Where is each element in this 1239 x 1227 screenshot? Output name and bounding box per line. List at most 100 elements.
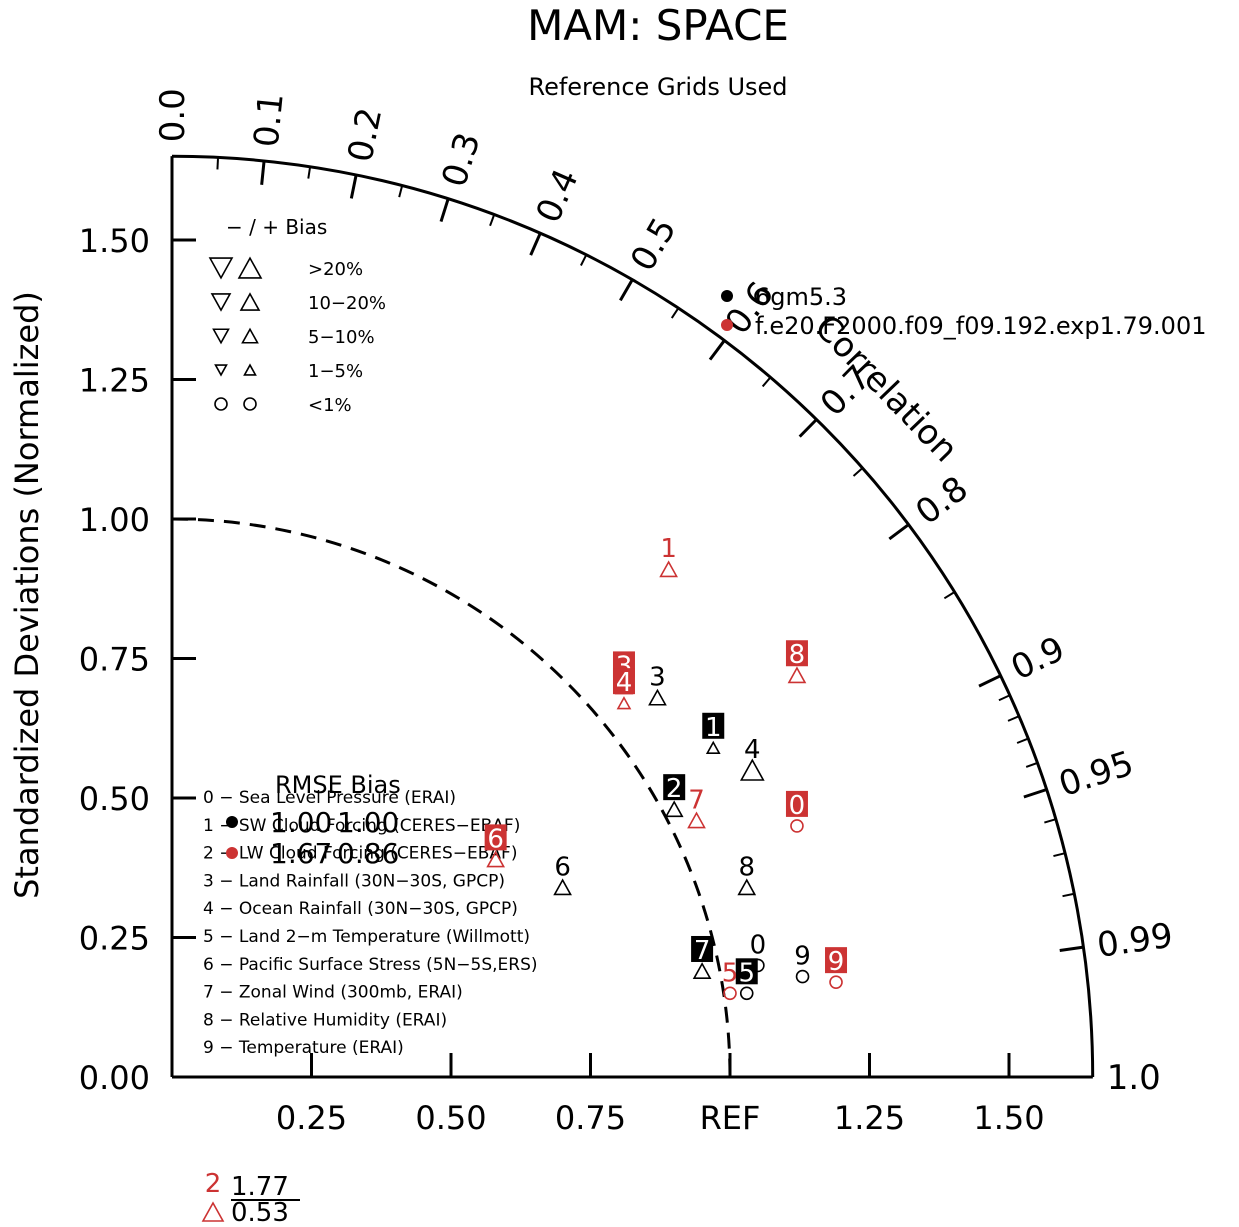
bias-down-marker (210, 293, 232, 312)
point-case1-var8: 8 (785, 640, 808, 684)
x-tick-label: 1.50 (973, 1099, 1044, 1137)
outside-point-marker (201, 1201, 225, 1222)
y-tick-label: 0.25 (79, 920, 150, 958)
point-label: 8 (738, 852, 755, 882)
point-label-box (663, 774, 686, 801)
variable-legend-item: 8 − Relative Humidity (ERAI) (203, 1010, 447, 1030)
y-tick-label: 0.00 (79, 1059, 150, 1097)
point-label-box (702, 712, 725, 739)
point-label: 7 (694, 936, 711, 966)
bias-legend-label: 10−20% (308, 293, 386, 314)
bias-up-marker (237, 256, 263, 279)
correlation-minor-tick (761, 376, 772, 388)
variable-legend-item: 6 − Pacific Surface Stress (5N−5S,ERS) (203, 955, 538, 975)
correlation-minor-tick (398, 185, 404, 198)
point-marker (616, 696, 632, 710)
point-case1-var6: 6 (484, 824, 507, 868)
point-label-box (484, 824, 507, 851)
bias-legend-label: >20% (308, 259, 363, 280)
point-case0-var9: 9 (794, 942, 811, 984)
rmse-value: 1.67 (270, 837, 332, 870)
bias-legend-label: <1% (308, 395, 352, 416)
rmse-case-dot (226, 847, 238, 859)
rmse-case-dot (226, 816, 238, 828)
correlation-minor-tick (998, 694, 1011, 702)
correlation-minor-tick (1053, 852, 1066, 858)
axes: 0.000.250.500.751.001.251.500.25 0.50 0.75… (79, 88, 1176, 1137)
point-marker (739, 986, 754, 1001)
bias-value: 1.00 (337, 806, 399, 839)
x-tick-label: REF (700, 1099, 761, 1137)
correlation-tick-label: 0.3 (434, 128, 488, 192)
x-tick-label: 0.75 (555, 1099, 626, 1137)
out-of-range-markers: 2 1.770.53 (201, 1169, 300, 1227)
bias-value: 0.86 (337, 837, 399, 870)
correlation-minor-tick (852, 467, 864, 477)
chart-title: MAM: SPACE (527, 1, 789, 50)
bias-legend-label: 5−10% (308, 327, 375, 348)
bias-down-marker (212, 328, 230, 345)
correlation-tick-label: 0.95 (1054, 743, 1138, 805)
variable-legend-item: 1 − SW Cloud Forcing (CERES−EBAF) (203, 816, 520, 836)
variable-legend-item: 5 − Land 2−m Temperature (Willmott) (203, 927, 530, 947)
case-dot (721, 290, 733, 302)
bias-down-marker (208, 257, 234, 280)
point-marker (553, 878, 572, 896)
case-name: f.e20.F2000.f09_f09.192.exp1.79.001 (755, 312, 1206, 340)
bias-up-marker (239, 292, 261, 311)
variable-legend-item: 2 − LW Cloud Forcing (CERES−EBAF) (203, 844, 517, 864)
point-label-box (691, 935, 714, 962)
y-tick-label: 0.75 (79, 641, 150, 679)
point-marker (648, 688, 667, 706)
correlation-tick (529, 232, 542, 256)
point-marker (737, 878, 757, 896)
point-case1-var1: 1 (659, 534, 678, 578)
point-label: 9 (794, 942, 811, 972)
point-label: 9 (828, 947, 845, 977)
y-tick-label: 1.00 (79, 501, 150, 539)
x-tick-label: 0.50 (415, 1099, 486, 1137)
correlation-minor-tick (1016, 737, 1029, 744)
variable-legend: 0 − Sea Level Pressure (ERAI) 1 − SW Clou… (203, 771, 538, 1058)
case-legend: 6gm5.3f.e20.F2000.f09_f09.192.exp1.79.00… (721, 283, 1206, 340)
correlation-minor-tick (670, 307, 680, 319)
correlation-minor-tick (1025, 761, 1038, 768)
correlation-minor-tick (943, 591, 956, 600)
point-label: 6 (554, 852, 571, 882)
point-marker (829, 975, 843, 989)
bias-legend: − / + Bias >20% 10−20% 5−10% 1−5% <1% (208, 215, 386, 416)
point-label: 4 (616, 668, 633, 698)
y-axis-label: Standardized Deviations (Normalized) (8, 291, 46, 899)
point-label: 8 (789, 640, 806, 670)
correlation-tick-label: 0.9 (1005, 629, 1071, 689)
correlation-tick (619, 278, 634, 302)
point-label: 5 (738, 958, 755, 988)
point-case0-var3: 3 (648, 663, 667, 706)
outside-bias: 0.53 (231, 1198, 289, 1227)
point-case0-var4: 4 (739, 735, 765, 781)
point-case0-var7: 7 (691, 935, 714, 979)
variable-legend-item: 7 − Zonal Wind (300mb, ERAI) (203, 983, 463, 1003)
bias-down-marker (214, 364, 228, 377)
variable-legend-item: 9 − Temperature (ERAI) (203, 1038, 404, 1058)
correlation-tick (349, 174, 358, 199)
point-label: 3 (649, 663, 666, 693)
x-tick-label: 1.25 (834, 1099, 905, 1137)
y-tick-label: 1.25 (79, 362, 150, 400)
correlation-tick (708, 339, 726, 361)
point-marker (687, 811, 706, 829)
case-name: 6gm5.3 (755, 283, 847, 311)
point-label: 1 (660, 534, 677, 564)
variable-legend-item: 3 − Land Rainfall (30N−30S, GPCP) (203, 871, 505, 891)
correlation-tick-label: 0.2 (340, 104, 390, 165)
point-marker (692, 962, 712, 979)
correlation-tick-label: 0.1 (247, 91, 292, 149)
point-marker (795, 969, 810, 984)
point-marker (739, 758, 765, 781)
point-label: 5 (722, 958, 739, 988)
case-dot (721, 319, 733, 331)
point-label: 7 (688, 785, 705, 815)
point-marker (659, 560, 678, 578)
point-label-box (612, 668, 635, 695)
